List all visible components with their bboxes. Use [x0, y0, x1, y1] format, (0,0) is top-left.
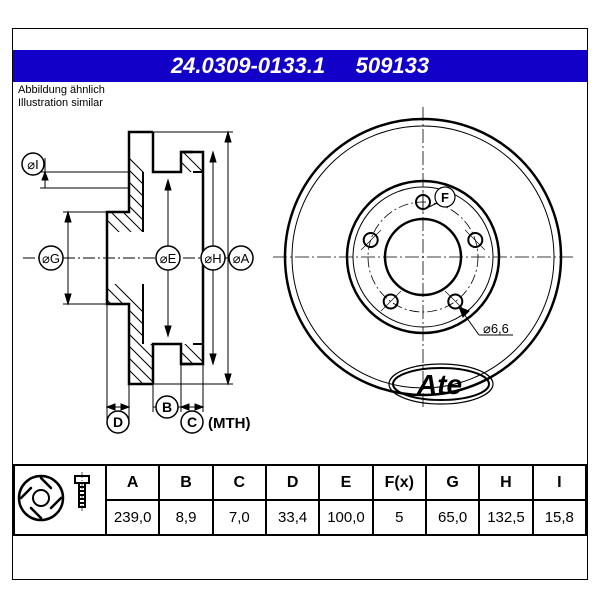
val-B: 8,9: [159, 500, 212, 535]
technical-drawing-container: 24.0309-0133.1 509133 Abbildung ähnlich …: [0, 0, 600, 600]
dim-D-label: D: [113, 414, 123, 430]
dimensions-table: A B C D E F(x) G H I 239,0 8,9 7,0 33,4 …: [13, 464, 587, 536]
val-G: 65,0: [426, 500, 479, 535]
col-G: G: [426, 465, 479, 500]
dim-A-label: ⌀A: [233, 251, 250, 266]
val-D: 33,4: [266, 500, 319, 535]
val-A: 239,0: [106, 500, 159, 535]
col-D: D: [266, 465, 319, 500]
dim-G-label: ⌀G: [42, 251, 60, 266]
col-C: C: [213, 465, 266, 500]
drawing-area: ⌀I ⌀G ⌀E ⌀H ⌀A D B C (MTH): [13, 82, 587, 462]
dim-E-label: ⌀E: [160, 251, 177, 266]
drawing-svg: ⌀I ⌀G ⌀E ⌀H ⌀A D B C (MTH): [13, 82, 587, 462]
val-F: 5: [373, 500, 426, 535]
col-I: I: [533, 465, 586, 500]
col-F: F(x): [373, 465, 426, 500]
dim-C-label: C: [187, 414, 197, 430]
brand-text: Ate: [416, 369, 462, 400]
icon-cell: [14, 465, 106, 535]
val-H: 132,5: [479, 500, 532, 535]
dim-H-label: ⌀H: [204, 251, 221, 266]
table-header-row: A B C D E F(x) G H I: [14, 465, 586, 500]
secondary-number: 509133: [356, 53, 429, 78]
col-B: B: [159, 465, 212, 500]
val-E: 100,0: [319, 500, 372, 535]
col-A: A: [106, 465, 159, 500]
front-view: F ⌀6,6: [273, 107, 573, 407]
val-C: 7,0: [213, 500, 266, 535]
hole-dia-label: ⌀6,6: [483, 321, 509, 336]
col-E: E: [319, 465, 372, 500]
dim-I-label: ⌀I: [27, 157, 38, 172]
dim-B-label: B: [162, 399, 172, 415]
front-F-label: F: [441, 190, 449, 205]
val-I: 15,8: [533, 500, 586, 535]
dim-C-mth: (MTH): [208, 415, 250, 432]
header-bar: 24.0309-0133.1 509133: [13, 50, 587, 82]
col-H: H: [479, 465, 532, 500]
part-number: 24.0309-0133.1: [171, 53, 325, 78]
side-view: ⌀I ⌀G ⌀E ⌀H ⌀A D B C (MTH): [22, 122, 253, 450]
